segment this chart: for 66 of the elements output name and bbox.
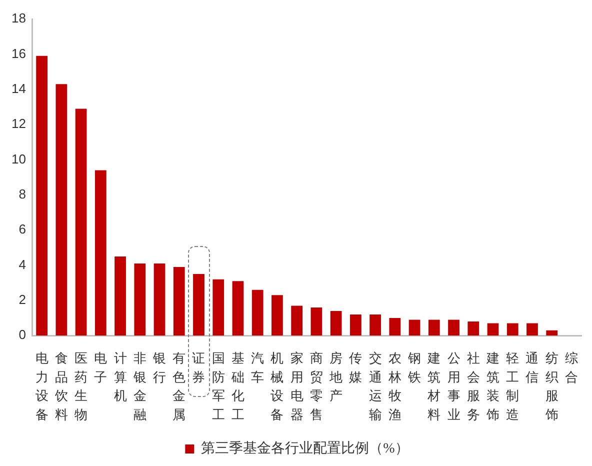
bar [252, 290, 264, 336]
x-tick-label: 国防军工 [212, 350, 225, 422]
x-tick-label: 社会服务 [466, 350, 480, 422]
x-tick-label: 交通运输 [368, 350, 382, 422]
y-tick-label: 10 [12, 151, 26, 166]
bar [370, 314, 381, 336]
bar [428, 320, 440, 336]
bar [134, 263, 146, 336]
x-tick-label: 房地产 [328, 350, 343, 404]
x-tick-label: 电力设备 [35, 350, 48, 422]
x-tick-label: 有色金属 [172, 350, 186, 422]
bar [506, 323, 518, 336]
bar [94, 170, 106, 336]
x-tick-label: 计算机 [114, 350, 127, 404]
bar [154, 263, 166, 336]
bar [232, 281, 244, 336]
bar [173, 267, 185, 336]
x-tick-label: 通信 [526, 350, 539, 384]
bar [330, 310, 342, 336]
x-tick-label: 纺织服饰 [544, 350, 558, 422]
bar [310, 307, 322, 336]
y-tick-label: 16 [12, 46, 26, 61]
y-tick-label: 6 [18, 222, 26, 237]
bar [56, 84, 68, 336]
bar [291, 306, 303, 336]
y-tick-label: 4 [18, 256, 26, 272]
y-tick-label: 8 [18, 186, 26, 202]
x-tick-label: 基础化工 [230, 350, 244, 422]
x-tick-label: 农林牧渔 [387, 350, 402, 422]
x-tick-label: 钢铁 [407, 350, 422, 384]
x-tick-label: 公用事业 [447, 350, 460, 422]
x-tick-label: 综合 [564, 350, 578, 384]
bar [350, 314, 362, 336]
x-tick-label: 机械设备 [270, 350, 284, 422]
y-tick-label: 18 [12, 10, 26, 26]
bar [212, 279, 224, 336]
x-tick-label: 商贸零售 [310, 350, 323, 422]
x-tick-label: 证券 [192, 350, 206, 384]
x-tick-label: 传媒 [349, 350, 362, 384]
bar [526, 323, 538, 336]
bar [389, 318, 401, 336]
bar [468, 322, 480, 336]
y-tick-label: 14 [12, 80, 26, 96]
bar [487, 323, 499, 336]
bar [272, 295, 283, 336]
bar [75, 108, 87, 336]
legend-label: 第三季基金各行业配置比例（%） [201, 440, 409, 457]
x-tick-label: 食品饮料 [54, 350, 68, 422]
x-tick-label: 建筑装饰 [485, 350, 500, 422]
y-tick-label: 2 [18, 292, 26, 307]
x-tick-label: 轻工制造 [506, 350, 520, 422]
y-tick-label: 12 [12, 116, 26, 132]
x-tick-label: 汽车 [251, 350, 264, 384]
x-tick-label: 医药生物 [74, 350, 88, 422]
bar [36, 56, 48, 336]
x-tick-label: 家用电器 [290, 350, 304, 422]
bar [408, 320, 420, 336]
bar [114, 256, 126, 336]
x-tick-label: 建筑材料 [426, 350, 441, 422]
x-tick-label: 银行 [152, 350, 166, 384]
y-tick-label: 0 [18, 327, 26, 342]
x-tick-label: 非银金融 [132, 350, 146, 422]
bar [546, 330, 558, 336]
x-tick-label: 电子 [94, 350, 108, 384]
bar [193, 274, 204, 336]
bar [448, 320, 460, 336]
